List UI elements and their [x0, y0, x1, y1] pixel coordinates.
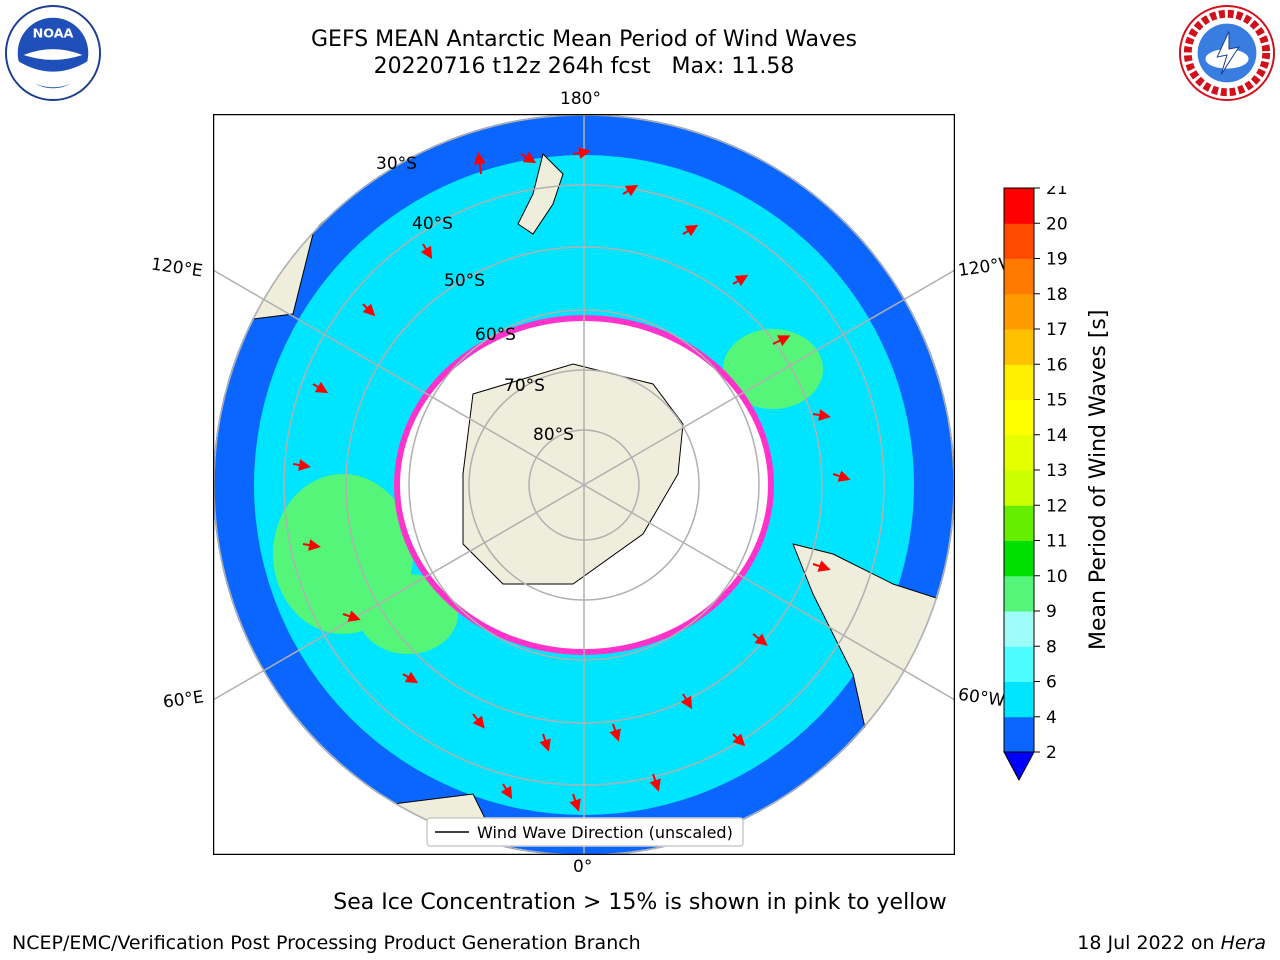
direction-arrow [312, 381, 329, 394]
direction-arrow [420, 243, 433, 260]
direction-arrow [572, 147, 591, 159]
colorbar-tick-label: 9 [1046, 602, 1057, 622]
direction-arrow [473, 152, 486, 175]
colorbar-segment [1004, 716, 1034, 753]
credit-text: NCEP/EMC/Verification Post Processing Pr… [12, 932, 641, 954]
colorbar-segment [1004, 681, 1034, 718]
lon-label-left-upper: 120°E [149, 254, 204, 282]
direction-arrow [812, 409, 831, 421]
colorbar-under-extension [1003, 751, 1035, 782]
colorbar-tick-label: 12 [1046, 496, 1068, 516]
lat-label: 30°S [376, 154, 417, 174]
direction-arrow [342, 610, 361, 622]
direction-arrow [812, 560, 831, 572]
lon-label-top: 180° [560, 89, 601, 109]
map-legend: Wind Wave Direction (unscaled) [426, 817, 744, 847]
direction-arrow [732, 733, 746, 747]
colorbar-label: Mean Period of Wind Waves [s] [1086, 309, 1111, 650]
polar-map: 30°S 40°S 50°S 60°S 70°S 80°S [213, 114, 955, 855]
lon-label-bottom: 0° [573, 857, 593, 877]
lat-label: 60°S [475, 325, 516, 345]
direction-arrow [302, 539, 321, 551]
colorbar-tick-label: 21 [1046, 186, 1068, 199]
direction-arrow [680, 693, 693, 710]
direction-arrow [832, 470, 851, 482]
nws-logo [1178, 4, 1276, 102]
colorbar-tick-label: 10 [1046, 567, 1068, 587]
direction-arrow [649, 773, 661, 792]
colorbar-segment [1004, 364, 1034, 400]
direction-arrow [752, 633, 768, 646]
direction-arrow [732, 274, 749, 287]
wave-period-patch [723, 329, 823, 409]
colorbar-segment [1004, 540, 1034, 577]
colorbar-tick-label: 17 [1046, 320, 1068, 340]
lat-label: 80°S [533, 425, 574, 445]
chart-subtitle: 20220716 t12z 264h fcst Max: 11.58 [373, 54, 795, 79]
colorbar-segment [1004, 188, 1034, 224]
colorbar-segment [1004, 646, 1034, 682]
lat-label: 70°S [504, 376, 545, 396]
direction-arrow [609, 723, 621, 742]
direction-arrow [520, 151, 537, 164]
direction-arrow [622, 184, 639, 197]
colorbar-tick-label: 20 [1046, 214, 1068, 234]
colorbar-segment [1004, 575, 1034, 612]
legend-label: Wind Wave Direction (unscaled) [477, 823, 733, 842]
colorbar-segment [1004, 505, 1034, 541]
colorbar-tick-label: 19 [1046, 250, 1068, 270]
colorbar-tick-label: 6 [1046, 673, 1057, 693]
lon-label-left-lower: 60°E [161, 687, 206, 713]
colorbar-tick-label: 15 [1046, 391, 1068, 411]
colorbar-segment [1004, 470, 1034, 506]
colorbar-segment [1004, 399, 1034, 436]
direction-arrow [292, 459, 311, 471]
wind-wave-arrows [292, 147, 851, 812]
direction-arrow [362, 303, 376, 317]
colorbar-tick-label: 13 [1046, 461, 1068, 481]
direction-arrow [402, 671, 419, 684]
colorbar-segment [1004, 434, 1034, 471]
colorbar-tick-label: 2 [1046, 743, 1057, 763]
colorbar-segment [1004, 223, 1034, 259]
colorbar-tick-label: 11 [1046, 532, 1068, 552]
noaa-logo: NOAA [4, 4, 102, 102]
chart-title: GEFS MEAN Antarctic Mean Period of Wind … [311, 27, 857, 52]
direction-arrow [472, 713, 485, 729]
colorbar-segment [1004, 611, 1034, 647]
sea-ice-note: Sea Ice Concentration > 15% is shown in … [333, 890, 947, 915]
new-zealand-land [517, 153, 564, 235]
direction-arrow [500, 783, 513, 800]
host-name: Hera [1220, 932, 1266, 954]
svg-text:NOAA: NOAA [33, 26, 74, 41]
colorbar-tick-label: 18 [1046, 285, 1068, 305]
direction-arrow [772, 335, 791, 347]
colorbar-segment [1004, 293, 1034, 330]
date-text: 18 Jul 2022 on [1077, 932, 1215, 954]
direction-arrow [569, 793, 581, 812]
lat-label: 50°S [444, 271, 485, 291]
colorbar-segment [1004, 329, 1034, 365]
graticule [213, 114, 955, 855]
lon-label-right-lower: 60°W [956, 684, 1007, 712]
colorbar-segment [1004, 258, 1034, 295]
wave-period-patch [358, 574, 458, 654]
latitude-labels: 30°S 40°S 50°S 60°S 70°S 80°S [376, 154, 574, 445]
colorbar: 2 4 6 8 9 10 11 12 13 14 15 16 17 18 19 20 21 [1003, 186, 1068, 782]
colorbar-tick-label: 16 [1046, 355, 1068, 375]
colorbar-tick-label: 4 [1046, 708, 1057, 728]
footer-date: 18 Jul 2022 on Hera [1077, 932, 1266, 954]
colorbar-tick-label: 14 [1046, 426, 1068, 446]
direction-arrow [539, 733, 551, 752]
direction-arrow [682, 224, 699, 237]
colorbar-tick-label: 8 [1046, 637, 1057, 657]
lat-label: 40°S [412, 214, 453, 234]
